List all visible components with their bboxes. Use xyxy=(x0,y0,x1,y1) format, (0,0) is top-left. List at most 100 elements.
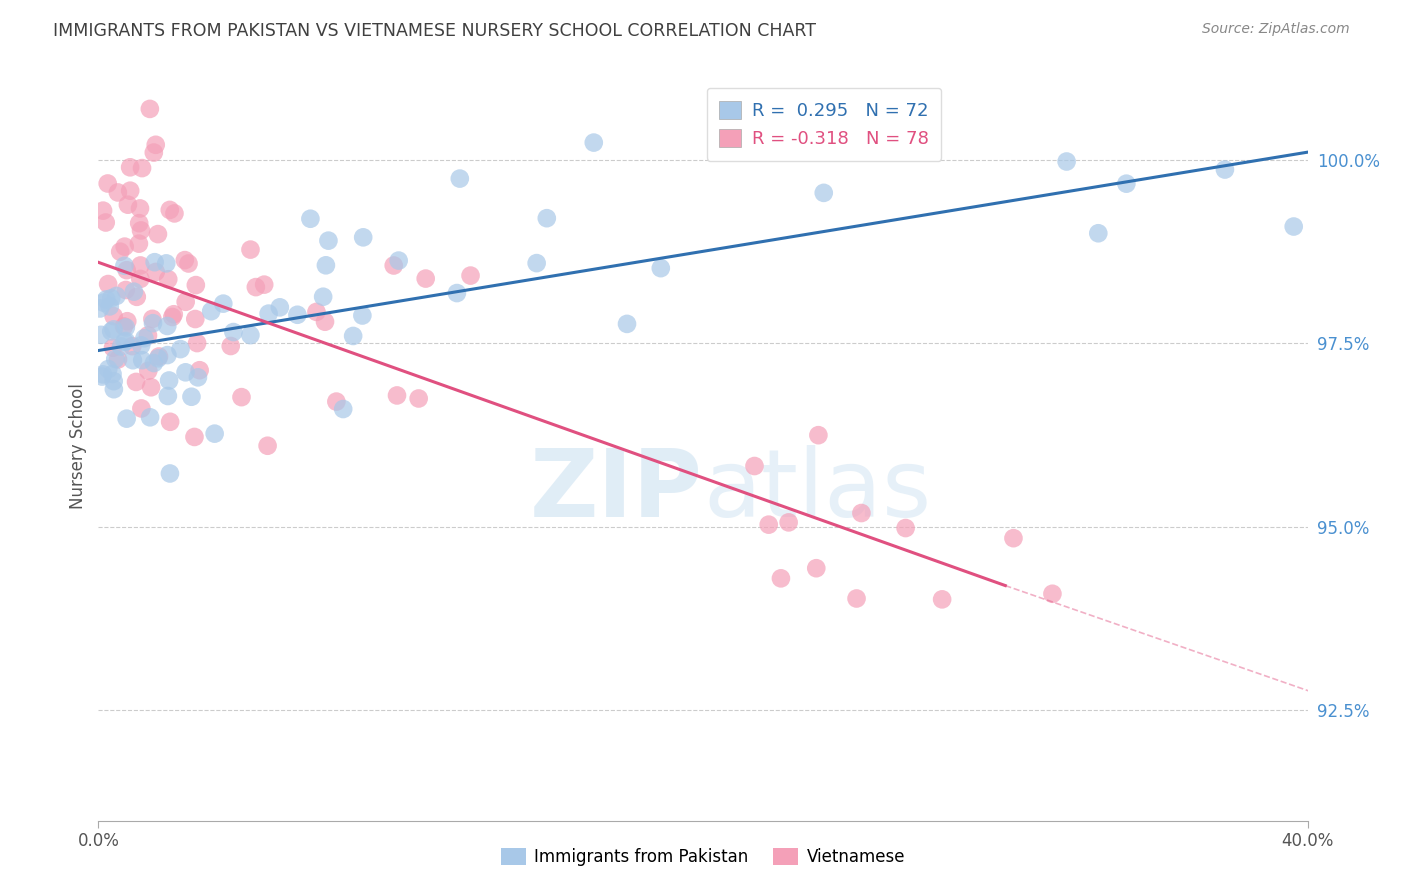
Point xyxy=(449,171,471,186)
Point xyxy=(200,304,222,318)
Point xyxy=(96,293,118,307)
Point xyxy=(1213,162,1236,177)
Point xyxy=(156,389,179,403)
Text: ZIP: ZIP xyxy=(530,445,703,537)
Point xyxy=(342,329,364,343)
Point xyxy=(163,206,186,220)
Point xyxy=(104,352,127,367)
Point xyxy=(1042,587,1064,601)
Y-axis label: Nursery School: Nursery School xyxy=(69,383,87,509)
Point xyxy=(103,309,125,323)
Point xyxy=(894,521,917,535)
Point xyxy=(931,592,953,607)
Point xyxy=(332,402,354,417)
Point xyxy=(114,283,136,297)
Point xyxy=(122,353,145,368)
Point xyxy=(107,186,129,200)
Point xyxy=(114,259,136,273)
Point xyxy=(173,253,195,268)
Point xyxy=(239,243,262,257)
Text: atlas: atlas xyxy=(703,445,931,537)
Point xyxy=(806,561,828,575)
Point xyxy=(385,388,408,402)
Point xyxy=(174,294,197,309)
Point xyxy=(120,184,142,198)
Point xyxy=(305,305,328,319)
Point xyxy=(813,186,835,200)
Text: Source: ZipAtlas.com: Source: ZipAtlas.com xyxy=(1202,22,1350,37)
Point xyxy=(188,363,211,377)
Point xyxy=(145,265,167,279)
Text: IMMIGRANTS FROM PAKISTAN VS VIETNAMESE NURSERY SCHOOL CORRELATION CHART: IMMIGRANTS FROM PAKISTAN VS VIETNAMESE N… xyxy=(53,22,817,40)
Point xyxy=(219,339,242,353)
Point xyxy=(129,338,152,352)
Point xyxy=(758,517,780,532)
Point xyxy=(408,392,430,406)
Point xyxy=(91,368,114,382)
Point xyxy=(98,299,121,313)
Point xyxy=(139,410,162,425)
Point xyxy=(1115,177,1137,191)
Point xyxy=(97,277,120,291)
Point xyxy=(94,215,117,229)
Point xyxy=(89,301,111,316)
Point xyxy=(318,234,340,248)
Point xyxy=(159,415,181,429)
Point xyxy=(156,348,179,362)
Point xyxy=(157,272,180,286)
Point xyxy=(778,516,800,530)
Point xyxy=(141,311,163,326)
Point xyxy=(352,230,374,244)
Point xyxy=(103,322,125,336)
Point xyxy=(145,137,167,152)
Point xyxy=(100,291,122,305)
Point xyxy=(101,341,124,355)
Point xyxy=(186,336,208,351)
Point xyxy=(269,301,291,315)
Point xyxy=(174,365,197,379)
Point xyxy=(129,223,152,237)
Point xyxy=(103,382,125,396)
Point xyxy=(110,339,132,353)
Point xyxy=(112,319,135,334)
Point xyxy=(769,571,792,585)
Point xyxy=(184,278,207,293)
Point xyxy=(388,253,411,268)
Point xyxy=(526,256,548,270)
Point xyxy=(314,315,336,329)
Point xyxy=(1282,219,1305,234)
Point xyxy=(148,351,170,366)
Point xyxy=(245,280,267,294)
Point xyxy=(650,261,672,276)
Legend: R =  0.295   N = 72, R = -0.318   N = 78: R = 0.295 N = 72, R = -0.318 N = 78 xyxy=(707,88,941,161)
Point xyxy=(139,102,162,116)
Point xyxy=(143,255,166,269)
Point xyxy=(1087,226,1109,240)
Point xyxy=(108,244,131,259)
Point xyxy=(180,390,202,404)
Point xyxy=(136,328,159,343)
Point xyxy=(315,258,337,272)
Point xyxy=(121,339,143,353)
Legend: Immigrants from Pakistan, Vietnamese: Immigrants from Pakistan, Vietnamese xyxy=(494,841,912,873)
Point xyxy=(101,367,124,381)
Point xyxy=(91,203,114,218)
Point xyxy=(134,331,156,345)
Point xyxy=(114,320,136,334)
Point xyxy=(120,161,142,175)
Point xyxy=(184,312,207,326)
Point xyxy=(169,342,191,356)
Point xyxy=(146,227,169,241)
Point xyxy=(91,369,114,384)
Point xyxy=(446,286,468,301)
Point xyxy=(1056,154,1078,169)
Point xyxy=(114,334,136,349)
Point xyxy=(100,324,122,338)
Point xyxy=(460,268,482,283)
Point xyxy=(851,506,873,520)
Point xyxy=(204,426,226,441)
Point xyxy=(257,307,280,321)
Point xyxy=(256,439,278,453)
Point xyxy=(744,458,766,473)
Point xyxy=(1002,531,1025,545)
